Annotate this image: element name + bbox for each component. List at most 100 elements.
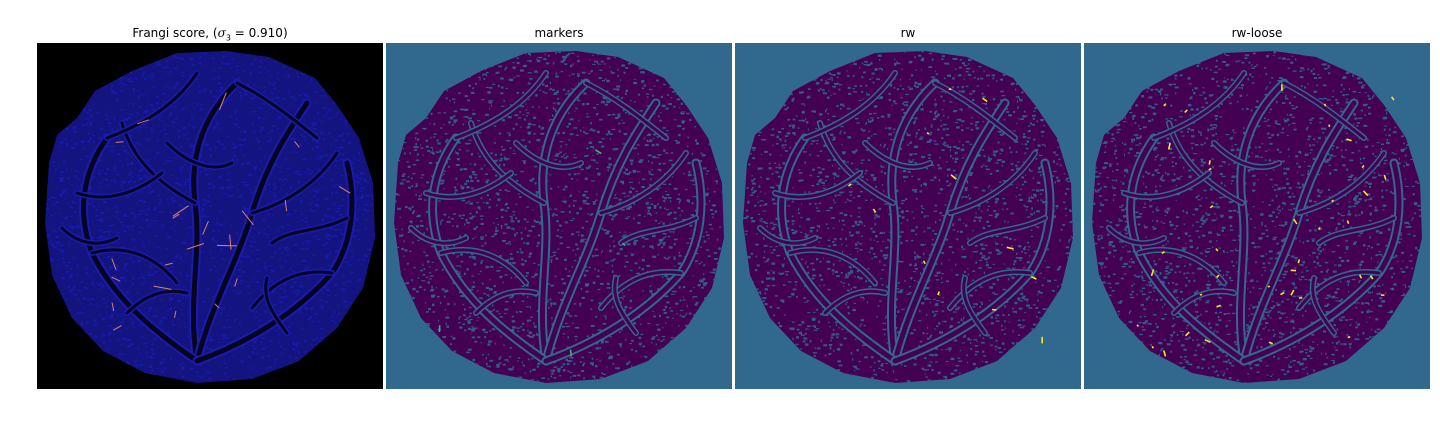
highlight-mark xyxy=(1163,103,1167,107)
vessel xyxy=(1282,81,1366,140)
highlight-mark xyxy=(621,242,626,247)
highlight-mark xyxy=(848,183,852,187)
vessel xyxy=(90,248,179,285)
highlight-marks xyxy=(1136,84,1395,357)
highlight-mark xyxy=(115,141,124,143)
highlight-mark xyxy=(1290,289,1295,296)
highlight-mark xyxy=(569,349,573,357)
highlight-mark xyxy=(1216,304,1221,308)
highlight-marks xyxy=(111,92,351,331)
vessel xyxy=(270,216,349,245)
highlight-mark xyxy=(1390,96,1395,101)
panel-title-frangi-score: Frangi score, (σ3 = 0.910) xyxy=(37,25,383,43)
highlight-mark xyxy=(214,303,220,309)
highlight-mark xyxy=(1199,293,1203,296)
highlight-mark xyxy=(1006,246,1014,250)
vessel xyxy=(599,270,683,310)
vessel xyxy=(1297,270,1381,310)
highlight-mark xyxy=(1209,204,1214,209)
highlight-mark xyxy=(1215,248,1219,252)
vessel xyxy=(75,171,164,199)
vessel xyxy=(948,270,1032,310)
highlight-mark xyxy=(1030,275,1037,280)
vessel xyxy=(818,121,895,205)
highlight-mark xyxy=(229,234,232,250)
highlight-mark xyxy=(872,208,877,214)
highlight-mark xyxy=(1323,103,1327,107)
vessel xyxy=(1212,141,1281,169)
markers-image xyxy=(386,43,732,389)
vessel xyxy=(933,81,1017,140)
highlight-mark xyxy=(1268,341,1274,345)
vessel-network xyxy=(1106,70,1404,366)
vessel xyxy=(1172,289,1236,315)
rw-canvas xyxy=(735,43,1081,389)
highlight-mark xyxy=(153,285,172,290)
highlight-mark xyxy=(1216,274,1220,279)
highlight-mark xyxy=(922,260,926,265)
highlight-mark xyxy=(926,131,930,135)
highlight-mark xyxy=(1293,218,1298,225)
highlight-mark xyxy=(1208,160,1211,165)
vessel xyxy=(1107,226,1166,245)
vessel xyxy=(968,216,1047,245)
vessel xyxy=(409,226,468,245)
highlight-mark xyxy=(1361,164,1365,169)
highlight-mark xyxy=(992,308,997,311)
vessel-network xyxy=(757,70,1055,366)
vessel xyxy=(962,276,987,335)
panel-title-rw-loose: rw-loose xyxy=(1231,26,1283,40)
vessel xyxy=(613,276,638,335)
vessel xyxy=(424,171,513,199)
highlight-mark xyxy=(111,276,121,282)
highlight-mark xyxy=(1383,174,1387,180)
highlight-mark xyxy=(950,174,957,180)
highlight-mark xyxy=(172,205,189,217)
highlight-mark xyxy=(982,97,988,103)
highlight-mark xyxy=(1331,199,1335,203)
highlight-mark xyxy=(1136,324,1140,327)
title-suffix: = 0.910) xyxy=(230,26,288,40)
vessel xyxy=(758,226,817,245)
vessel xyxy=(235,81,319,140)
highlight-mark xyxy=(1346,220,1350,224)
vessel xyxy=(125,289,189,315)
vessel xyxy=(120,121,197,205)
vessel xyxy=(105,71,199,140)
vessel xyxy=(474,289,538,315)
rw-image xyxy=(735,43,1081,389)
highlight-mark xyxy=(174,310,177,318)
highlight-mark xyxy=(284,199,288,212)
markers-canvas xyxy=(386,43,732,389)
highlight-mark xyxy=(1184,109,1188,113)
title-subscript: 3 xyxy=(225,33,231,43)
highlight-mark xyxy=(1267,285,1271,288)
highlight-mark xyxy=(1318,227,1321,230)
highlight-mark xyxy=(937,291,941,296)
vessel xyxy=(584,81,668,140)
vessel xyxy=(863,141,932,169)
panel-title-markers: markers xyxy=(534,26,584,40)
highlight-mark xyxy=(294,141,300,148)
vessel xyxy=(773,171,862,199)
vessel xyxy=(599,151,688,215)
highlight-mark xyxy=(1185,331,1190,337)
highlight-mark xyxy=(111,302,115,312)
highlight-mark xyxy=(137,119,150,125)
vessel xyxy=(165,141,234,169)
highlight-mark xyxy=(1167,142,1171,150)
vessel xyxy=(619,216,698,245)
panel-title-rw: rw xyxy=(900,26,916,40)
vessel xyxy=(454,71,548,140)
highlight-mark xyxy=(595,149,602,155)
frangi-score-image xyxy=(37,43,383,389)
highlight-mark xyxy=(219,92,227,110)
vessel xyxy=(250,151,339,215)
highlight-mark xyxy=(1150,269,1155,277)
vessel xyxy=(1311,276,1336,335)
vessel xyxy=(803,71,897,140)
highlight-mark xyxy=(186,243,205,250)
highlight-mark xyxy=(164,262,173,266)
vessel xyxy=(514,141,583,169)
highlight-mark xyxy=(1358,274,1363,279)
